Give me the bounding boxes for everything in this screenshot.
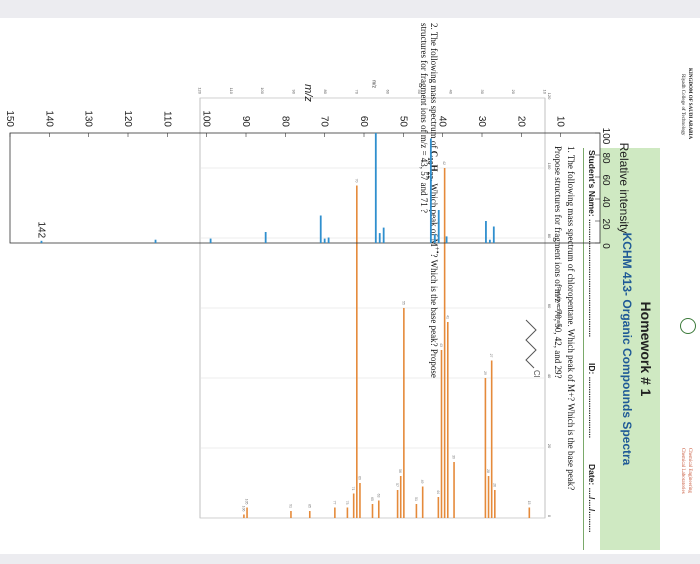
chlorine-label: Cl: [532, 370, 541, 378]
homework-page: KINGDOM OF SAUDI ARABIA Riyadh College o…: [0, 18, 700, 554]
chart2-x-tick-label: 50: [397, 116, 408, 128]
chart1-peak-label: 56: [398, 469, 402, 473]
chart2-x-tick-label: 60: [358, 116, 369, 128]
chart1-peak-label: 55: [401, 301, 405, 305]
chart1-y-tick-label: 40: [547, 374, 552, 379]
chart1-x-tick-label: 70: [354, 90, 359, 95]
chart1-peak-label: 71: [351, 487, 355, 491]
chart2-x-tick-label: 150: [4, 110, 15, 127]
chart2-x-tick-label: 100: [201, 110, 212, 127]
chart2-x-tick-label: 10: [555, 116, 566, 128]
chart1-x-tick-label: 50: [417, 90, 422, 95]
chart2-x-axis-label: m/z: [302, 84, 314, 102]
chart2-x-tick-label: 40: [437, 116, 448, 128]
chart1-peak-label: 70: [354, 179, 358, 183]
chart2-x-tick-label: 20: [515, 116, 526, 128]
chart2-x-tick-label: 30: [476, 116, 487, 128]
chart2-y-tick-label: 20: [600, 218, 611, 230]
chart2-y-tick-label: 40: [600, 196, 611, 208]
chart1-peak-label: 69: [357, 476, 361, 480]
chart1-y-tick-label: 0: [547, 515, 552, 518]
chart1-x-tick-label: 100: [260, 87, 265, 94]
chart1-peak-label: 57: [395, 483, 399, 487]
chart1-x-tick-label: 20: [511, 90, 516, 95]
chart2-y-tick-label: 100: [600, 128, 611, 145]
chart1-x-tick-label: 110: [229, 88, 234, 95]
chart1-peak-label: 27: [489, 354, 493, 358]
chloropentane-mass-spectrum: 0204060801001201020304050607080901001101…: [198, 80, 561, 519]
chart1-y-axis-label: Relative Intensity: [555, 287, 561, 329]
chart1-x-tick-label: 40: [448, 90, 453, 95]
chloropentane-structure: Cl: [525, 319, 541, 378]
chart1-peak-label: 91: [288, 504, 292, 508]
chart2-annotation: 142: [35, 221, 46, 238]
chart1-y-tick-label: 80: [547, 234, 552, 239]
chart2-x-tick-label: 70: [319, 116, 330, 128]
chart1-y-tick-label: 120: [547, 93, 552, 100]
rotated-document: KINGDOM OF SAUDI ARABIA Riyadh College o…: [0, 18, 700, 554]
decane-mass-spectrum: 0204060801001020304050607080901001101201…: [4, 84, 631, 249]
chart1-y-tick-label: 100: [547, 163, 552, 170]
chart1-x-tick-label: 90: [292, 90, 297, 95]
chart2-y-tick-label: 60: [600, 174, 611, 186]
chart1-x-tick-label: 120: [198, 87, 203, 94]
chart1-peak-label: 49: [420, 480, 424, 484]
chart1-peak-label: 73: [345, 501, 349, 505]
chart2-frame: [9, 132, 601, 244]
chart1-peak-label: 105: [245, 499, 249, 505]
chart2-x-tick-label: 110: [161, 111, 172, 127]
chart2-x-tick-label: 120: [122, 110, 133, 127]
chart1-peak-label: 63: [376, 494, 380, 498]
chart1-peak-label: 42: [442, 161, 446, 165]
chart1-peak-label: 15: [527, 501, 531, 505]
chart1-peak-label: 106: [241, 506, 245, 512]
chart1-peak-label: 26: [492, 483, 496, 487]
chart1-peak-label: 41: [445, 315, 449, 319]
chart1-peak-label: 65: [370, 497, 374, 501]
carbon-chain: [525, 319, 537, 369]
chart2-x-tick-label: 140: [43, 110, 54, 127]
chart1-peak-label: 43: [439, 343, 443, 347]
chart1-peak-label: 28: [486, 469, 490, 473]
chart1-x-tick-label: 30: [480, 90, 485, 95]
chart1-peak-label: 29: [483, 371, 487, 375]
chart1-x-tick-label: 10: [543, 90, 548, 95]
chart1-x-tick-label: 80: [323, 90, 328, 95]
chart1-peak-label: 44: [436, 490, 440, 494]
chart1-peak-label: 77: [332, 501, 336, 505]
chart2-x-tick-label: 90: [240, 116, 251, 128]
chart1-y-tick-label: 20: [547, 444, 552, 449]
chart1-peak-label: 39: [452, 455, 456, 459]
chart1-peak-label: 51: [414, 497, 418, 501]
chart1-y-tick-label: 60: [547, 304, 552, 309]
chart1-x-axis-label: m/z: [371, 80, 377, 89]
chart2-x-tick-label: 80: [279, 116, 290, 128]
chart2-x-tick-label: 130: [83, 110, 94, 127]
chart2-y-tick-label: 80: [600, 152, 611, 164]
chart1-peak-label: 85: [307, 504, 311, 508]
chart1-x-tick-label: 60: [386, 90, 391, 95]
chart2-y-axis-label: Relative intensity: [617, 143, 631, 234]
chart2-y-tick-label: 0: [600, 243, 611, 249]
